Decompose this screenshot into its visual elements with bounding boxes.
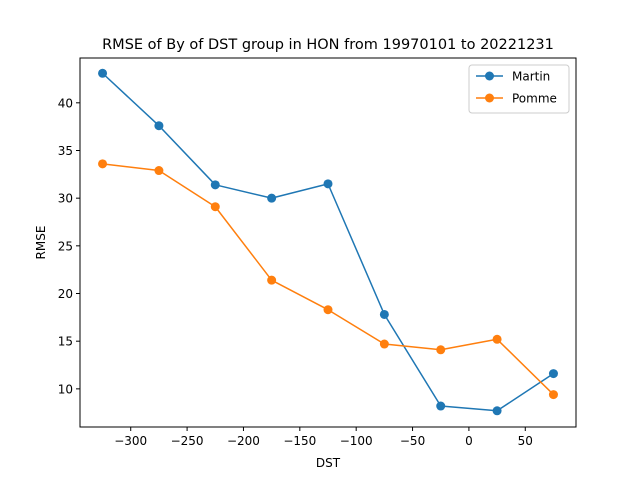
y-tick-label: 25 bbox=[58, 239, 73, 253]
y-tick-label: 30 bbox=[58, 192, 73, 206]
y-tick-label: 10 bbox=[58, 382, 73, 396]
x-tick-label: −200 bbox=[227, 434, 260, 448]
data-point-pomme bbox=[210, 202, 220, 212]
data-point-pomme bbox=[492, 334, 502, 344]
data-point-martin bbox=[98, 68, 108, 78]
legend: Martin Pomme bbox=[468, 64, 570, 114]
data-point-pomme bbox=[436, 345, 446, 355]
plot-frame bbox=[79, 57, 577, 428]
data-point-martin bbox=[267, 193, 277, 203]
chart-title: RMSE of By of DST group in HON from 1997… bbox=[102, 37, 554, 53]
data-point-martin bbox=[154, 121, 164, 131]
plot-layer bbox=[98, 68, 558, 416]
data-point-pomme bbox=[98, 159, 108, 169]
legend-label-pomme: Pomme bbox=[512, 92, 557, 106]
axes-layer: −300 −250 −200 −150 −100 −50 0 50 10 15 20 25 30 35 40 bbox=[58, 96, 533, 448]
data-point-martin bbox=[436, 401, 446, 411]
data-point-martin bbox=[548, 369, 558, 379]
x-tick-label: −300 bbox=[114, 434, 147, 448]
data-point-pomme bbox=[154, 166, 164, 176]
legend-frame bbox=[468, 64, 570, 114]
data-point-martin bbox=[323, 179, 333, 189]
y-tick-label: 20 bbox=[58, 287, 73, 301]
x-tick-label: 50 bbox=[518, 434, 533, 448]
y-axis-label: RMSE bbox=[34, 226, 48, 260]
legend-swatch-marker bbox=[485, 93, 494, 103]
y-tick-label: 15 bbox=[58, 335, 73, 349]
data-point-pomme bbox=[267, 275, 277, 285]
x-tick-label: −250 bbox=[171, 434, 204, 448]
plot-area bbox=[80, 58, 576, 427]
data-point-martin bbox=[379, 309, 389, 319]
legend-swatch-marker bbox=[485, 71, 494, 81]
x-axis-label: DST bbox=[316, 456, 341, 470]
data-point-pomme bbox=[323, 305, 333, 315]
data-point-martin bbox=[492, 406, 502, 416]
y-tick-label: 35 bbox=[58, 144, 73, 158]
x-tick-label: 0 bbox=[465, 434, 473, 448]
x-tick-label: −150 bbox=[283, 434, 316, 448]
data-point-pomme bbox=[548, 390, 558, 400]
y-tick-label: 40 bbox=[58, 96, 73, 110]
x-tick-label: −50 bbox=[400, 434, 425, 448]
data-point-martin bbox=[210, 180, 220, 190]
legend-label-martin: Martin bbox=[512, 70, 550, 84]
x-tick-label: −100 bbox=[340, 434, 373, 448]
data-point-pomme bbox=[379, 339, 389, 349]
